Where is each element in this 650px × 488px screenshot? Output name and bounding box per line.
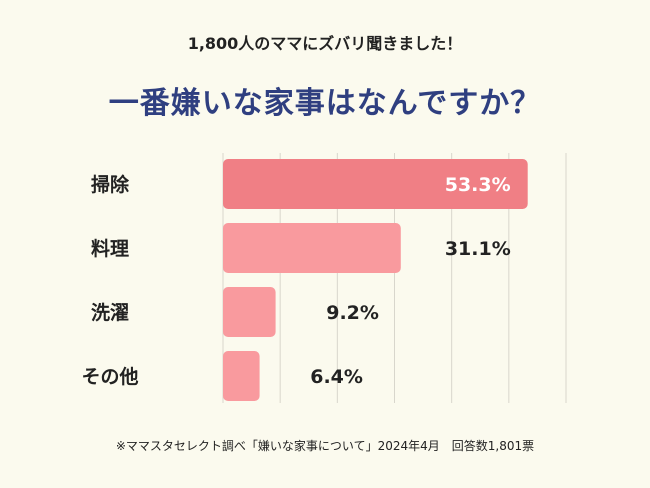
bar-0 (223, 159, 528, 209)
value-label: 31.1% (445, 238, 511, 260)
bar-3 (223, 351, 260, 401)
category-label: 掃除 (91, 173, 130, 196)
chart-title: 一番嫌いな家事はなんですか？ (108, 86, 542, 121)
source-footnote: ※ママスタセレクト調べ「嫌いな家事について」2024年4月 回答数1,801票 (115, 439, 535, 453)
bar-1 (223, 223, 401, 273)
category-label: 料理 (91, 237, 129, 260)
chart-subtitle: 1,800人のママにズバリ聞きました！ (187, 34, 463, 53)
value-label: 6.4% (310, 366, 363, 388)
bar-2 (223, 287, 276, 337)
value-label: 53.3% (445, 174, 511, 196)
category-label: その他 (81, 365, 138, 388)
value-label: 9.2% (326, 302, 379, 324)
category-label: 洗濯 (91, 301, 129, 324)
